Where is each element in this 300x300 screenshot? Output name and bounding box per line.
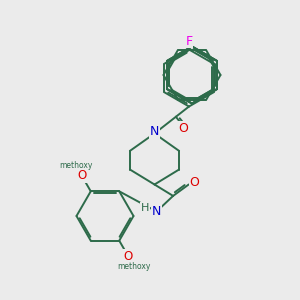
Text: N: N [152, 205, 161, 218]
Text: H: H [141, 203, 149, 213]
Text: methoxy: methoxy [118, 262, 151, 271]
Text: N: N [150, 125, 159, 138]
Text: O: O [77, 169, 86, 182]
Text: methoxy: methoxy [59, 161, 92, 170]
Text: O: O [189, 176, 199, 189]
Text: O: O [124, 250, 133, 263]
Text: F: F [185, 34, 193, 48]
Text: O: O [178, 122, 188, 135]
